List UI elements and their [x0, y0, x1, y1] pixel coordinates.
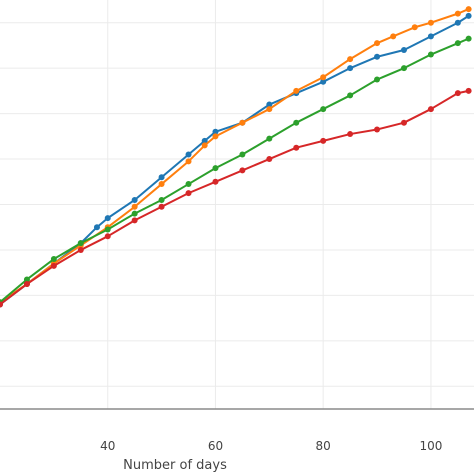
series-1-point-10	[239, 119, 246, 126]
series-3-point-10	[266, 156, 273, 163]
series-2-point-11	[293, 119, 300, 126]
series-2-point-4	[104, 226, 111, 233]
series-0-point-16	[374, 53, 381, 60]
series-3-point-5	[131, 217, 138, 224]
series-3-point-18	[465, 87, 472, 94]
series-3-point-9	[239, 167, 246, 174]
series-3-point-6	[158, 203, 165, 210]
series-0-point-18	[427, 33, 434, 40]
series-3-point-14	[374, 126, 381, 133]
series-3-point-16	[427, 106, 434, 113]
x-tick-label-1: 60	[208, 439, 223, 453]
series-2-point-14	[374, 76, 381, 83]
series-1-point-6	[158, 181, 165, 188]
series-3-line	[0, 89, 469, 306]
series-0	[0, 12, 472, 308]
series-1-point-19	[454, 10, 461, 17]
x-tick-label-2: 80	[316, 439, 331, 453]
series-1-point-18	[427, 19, 434, 26]
series-3-point-11	[293, 144, 300, 151]
series-2-point-1	[23, 276, 30, 283]
series-3-point-15	[400, 119, 407, 126]
series-3-point-12	[320, 137, 327, 144]
series-1-point-12	[293, 87, 300, 94]
series-2-point-10	[266, 135, 273, 142]
series-2-point-16	[427, 51, 434, 58]
series-0-point-19	[454, 19, 461, 26]
series-3	[0, 87, 472, 308]
series-0-point-4	[93, 224, 100, 231]
series-2-point-9	[239, 151, 246, 158]
x-tick-label-0: 40	[100, 439, 115, 453]
series-2-point-6	[158, 196, 165, 203]
series-2-line	[0, 37, 470, 303]
series-1-point-20	[465, 6, 472, 13]
series-2	[0, 35, 472, 306]
series-1-point-17	[411, 24, 418, 31]
series-0-point-7	[158, 174, 165, 181]
series-3-point-4	[104, 233, 111, 240]
series-0-point-9	[201, 137, 208, 144]
series-2-point-8	[212, 165, 219, 172]
series-2-point-5	[131, 210, 138, 217]
x-axis-title: Number of days	[123, 458, 227, 473]
series-0-point-8	[185, 151, 192, 158]
series-0-point-20	[465, 12, 472, 19]
series-1-point-16	[390, 33, 397, 40]
series-1-point-13	[320, 74, 327, 81]
series-2-point-12	[320, 106, 327, 113]
series-3-point-8	[212, 178, 219, 185]
series-3-point-1	[23, 281, 30, 288]
series-3-point-13	[347, 131, 354, 138]
x-tick-labels: 40 60 80 100	[100, 439, 442, 453]
series-1-point-7	[185, 158, 192, 165]
series-0-point-17	[400, 46, 407, 53]
series-2-point-3	[77, 240, 84, 247]
series-0-point-12	[266, 101, 273, 108]
series-1-point-11	[266, 106, 273, 113]
series-3-point-2	[50, 262, 57, 269]
x-tick-label-3: 100	[419, 439, 442, 453]
series-1-point-14	[347, 56, 354, 63]
series-0-point-6	[131, 196, 138, 203]
series-1-point-9	[212, 133, 219, 140]
series-0-point-10	[212, 128, 219, 135]
series-3-point-17	[454, 90, 461, 97]
series-1-point-5	[131, 203, 138, 210]
series-2-point-13	[347, 92, 354, 99]
series-2-point-17	[454, 40, 461, 47]
series-1-point-15	[374, 40, 381, 47]
series-layer	[0, 6, 472, 308]
series-3-point-7	[185, 190, 192, 197]
series-0-point-15	[347, 65, 354, 72]
series-3-point-3	[77, 246, 84, 253]
series-3-point-0	[0, 301, 3, 308]
series-2-point-15	[400, 65, 407, 72]
series-2-point-2	[50, 256, 57, 263]
series-2-point-18	[465, 35, 472, 42]
gridlines	[0, 0, 474, 409]
series-0-point-5	[104, 215, 111, 222]
series-0-line	[0, 15, 470, 306]
series-1-line	[0, 8, 470, 304]
series-1-point-8	[201, 142, 208, 149]
series-0-point-14	[320, 78, 327, 85]
series-2-point-7	[185, 181, 192, 188]
